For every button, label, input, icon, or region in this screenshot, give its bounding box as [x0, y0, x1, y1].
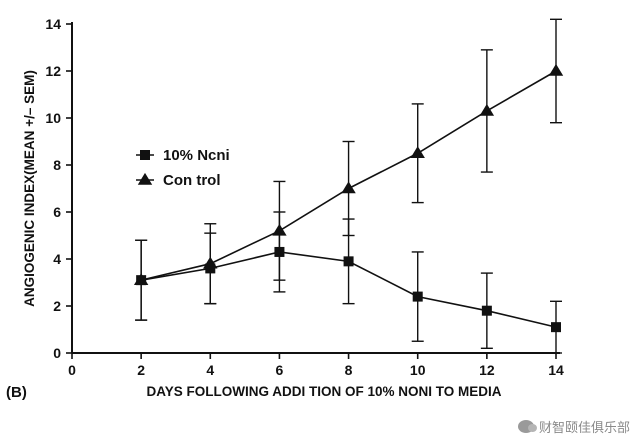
- data-point: [479, 103, 495, 116]
- x-ticks: 0 2 4 6 8 10 12 14: [68, 353, 564, 378]
- x-tick-label: 4: [206, 362, 214, 378]
- y-tick-label: 8: [53, 157, 61, 173]
- watermark-text: 财智颐佳俱乐部: [538, 421, 630, 436]
- legend-marker: [137, 172, 153, 185]
- y-tick-label: 10: [45, 110, 61, 126]
- data-point: [412, 291, 423, 302]
- x-tick-label: 14: [548, 362, 564, 378]
- data-point: [343, 256, 354, 267]
- y-tick-label: 6: [53, 204, 61, 220]
- series-layer: [133, 18, 564, 354]
- y-tick-label: 2: [53, 298, 61, 314]
- legend-label: Con trol: [163, 172, 221, 189]
- panel-label: (B): [6, 384, 27, 401]
- chat-bubble-icon: [517, 420, 537, 433]
- x-tick-label: 10: [410, 362, 426, 378]
- y-tick-label: 12: [45, 63, 61, 79]
- data-point: [551, 322, 561, 333]
- legend-item: Con trol: [136, 172, 221, 189]
- x-tick-label: 2: [137, 362, 145, 378]
- legend-item: 10% Ncni: [136, 147, 230, 164]
- series-2: [133, 18, 564, 321]
- data-point: [548, 63, 564, 76]
- legend: 10% Ncni Con trol: [136, 147, 230, 189]
- watermark: 财智颐佳俱乐部: [517, 417, 630, 436]
- axes: [71, 22, 560, 354]
- data-point: [133, 273, 149, 285]
- x-tick-label: 0: [68, 362, 76, 378]
- legend-marker: [140, 150, 150, 160]
- x-axis-title: DAYS FOLLOWING ADDI TION OF 10% NONI TO …: [146, 384, 501, 399]
- x-tick-label: 8: [345, 362, 353, 378]
- data-point: [272, 223, 287, 236]
- y-tick-label: 4: [53, 251, 61, 267]
- data-point: [341, 181, 356, 194]
- data-point: [203, 256, 218, 269]
- data-point: [481, 305, 492, 316]
- y-tick-label: 14: [45, 16, 61, 32]
- data-point: [410, 146, 425, 159]
- legend-label: 10% Ncni: [163, 147, 230, 164]
- x-tick-label: 12: [479, 362, 495, 378]
- y-tick-label: 0: [53, 345, 61, 361]
- y-ticks: 0 2 4 6 8 10 12 14: [45, 16, 72, 361]
- x-tick-label: 6: [276, 362, 284, 378]
- y-axis-title: ANGIOGENIC INDEX(MEAN +/– SEM): [22, 70, 37, 307]
